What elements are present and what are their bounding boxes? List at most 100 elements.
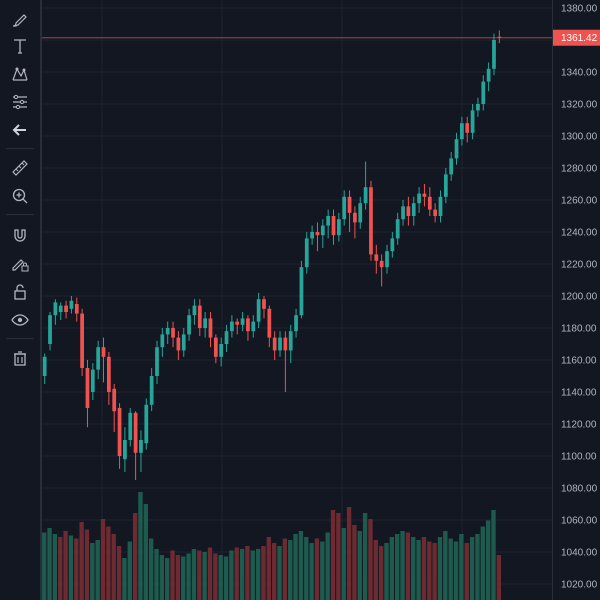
- candle-body: [246, 318, 250, 332]
- price-tick-label: 1060.00: [561, 516, 598, 527]
- volume-bar: [485, 520, 491, 600]
- current-price-label: 1361.42: [561, 33, 598, 44]
- volume-bar: [250, 550, 255, 600]
- candle-body: [240, 318, 245, 325]
- candle-body: [123, 440, 127, 460]
- volume-bar: [288, 540, 293, 600]
- candle-body: [283, 337, 288, 351]
- volume-bar: [427, 541, 432, 600]
- price-axis-scale: 1380.001360.001340.001320.001300.001280.…: [553, 4, 600, 591]
- candle-body: [470, 110, 475, 133]
- toolbar-divider: [6, 148, 34, 149]
- volume-bar: [106, 526, 111, 600]
- candle-body: [390, 238, 395, 252]
- price-tick-label: 1240.00: [561, 228, 598, 239]
- candle-body: [486, 68, 491, 82]
- volume-bar: [143, 504, 148, 600]
- candle-body: [272, 337, 277, 351]
- candle-body: [342, 196, 347, 220]
- volume-bar: [266, 537, 271, 600]
- volume-bar: [170, 550, 175, 600]
- price-tick-label: 1380.00: [561, 4, 598, 15]
- trash-icon[interactable]: [6, 344, 34, 372]
- volume-bar: [341, 528, 346, 600]
- volume-bar: [448, 538, 453, 600]
- volume-bar: [475, 534, 480, 600]
- candle-body: [74, 304, 79, 314]
- candle-body: [267, 308, 272, 338]
- volume-bar: [154, 549, 159, 600]
- candle-body: [197, 305, 202, 328]
- candle-body: [401, 206, 405, 220]
- candle-body: [417, 193, 421, 204]
- candle-body: [106, 356, 111, 392]
- drawing-toolbar: [0, 0, 42, 600]
- price-tick-label: 1300.00: [561, 132, 598, 143]
- candle-body: [299, 267, 304, 316]
- volume-bar: [165, 558, 170, 600]
- candle-body: [192, 305, 197, 316]
- pattern-icon[interactable]: [6, 60, 34, 88]
- volume-bar: [111, 534, 116, 600]
- volume-bar: [373, 540, 378, 600]
- magnet-icon[interactable]: [6, 222, 34, 250]
- candle-body: [155, 347, 159, 376]
- candle-body: [165, 328, 170, 335]
- zoom-in-icon[interactable]: [6, 182, 34, 210]
- volume-bar: [95, 540, 100, 600]
- candle-body: [117, 408, 122, 456]
- candle-body: [369, 187, 373, 255]
- volume-bar: [197, 550, 202, 600]
- ruler-icon[interactable]: [6, 154, 34, 182]
- volume-bar: [411, 537, 416, 600]
- volume-bar: [405, 532, 411, 600]
- candle-body: [171, 328, 175, 338]
- candle-body: [251, 321, 256, 332]
- volume-bar: [357, 531, 362, 600]
- volume-bar: [52, 534, 58, 600]
- candle-body: [96, 347, 101, 370]
- volume-bar: [421, 537, 427, 600]
- price-tick-label: 1220.00: [561, 260, 598, 271]
- price-tick-label: 1140.00: [561, 388, 597, 399]
- price-tick-label: 1120.00: [561, 420, 597, 431]
- price-tick-label: 1180.00: [561, 324, 597, 335]
- price-axis[interactable]: 1380.001360.001340.001320.001300.001280.…: [552, 0, 600, 600]
- candle-body: [213, 337, 218, 357]
- volume-bar: [346, 507, 352, 600]
- eye-icon[interactable]: [6, 306, 34, 334]
- candle-body: [53, 302, 58, 316]
- candle-body: [149, 376, 154, 405]
- lock-drawing-icon[interactable]: [6, 250, 34, 278]
- volume-bar: [229, 550, 234, 600]
- text-icon[interactable]: [6, 32, 34, 60]
- price-tick-label: 1260.00: [561, 196, 598, 207]
- candle-body: [85, 368, 90, 408]
- fib-retracement-icon[interactable]: [6, 88, 34, 116]
- candle-body: [449, 158, 454, 175]
- candle-body: [363, 187, 368, 204]
- brush-icon[interactable]: [6, 6, 34, 34]
- volume-bar: [443, 531, 448, 600]
- volume-bar: [148, 538, 154, 600]
- volume-bar: [432, 543, 437, 600]
- candle-body: [90, 369, 95, 392]
- candle-body: [331, 216, 336, 236]
- candle-body: [181, 334, 186, 351]
- volume-bar: [191, 549, 197, 600]
- candle-body: [347, 196, 352, 213]
- volume-bar: [491, 510, 496, 600]
- volume-bar: [400, 531, 405, 600]
- candle-body: [262, 299, 266, 309]
- volume-bar: [42, 532, 47, 600]
- volume-bar: [202, 552, 207, 600]
- volume-bar: [389, 537, 395, 600]
- unlock-icon[interactable]: [6, 278, 34, 306]
- price-tick-label: 1280.00: [561, 164, 598, 175]
- volume-bar: [68, 535, 74, 600]
- candlestick-chart[interactable]: [42, 0, 552, 600]
- volume-bar: [464, 543, 469, 600]
- back-arrow-icon[interactable]: [6, 116, 34, 144]
- volume-bar: [74, 538, 79, 600]
- chart-pane[interactable]: [42, 0, 552, 600]
